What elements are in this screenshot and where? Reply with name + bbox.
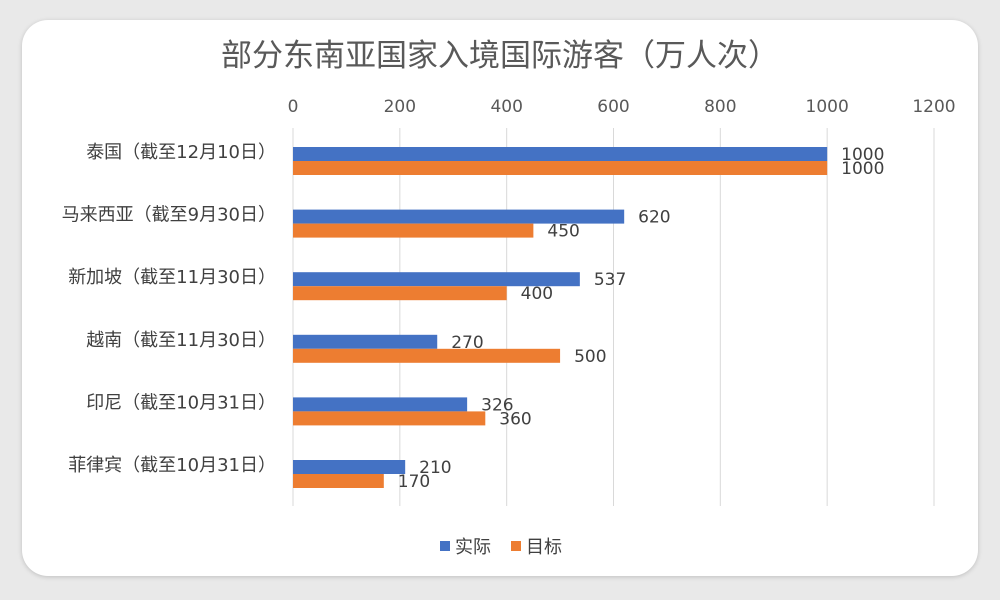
data-label-actual: 270 <box>451 333 483 353</box>
bar-actual <box>293 397 468 412</box>
legend-label-actual: 实际 <box>455 537 491 558</box>
bar-actual <box>293 272 580 287</box>
x-tick-label: 400 <box>490 97 522 117</box>
category-label: 泰国（截至12月10日） <box>86 142 276 163</box>
category-label: 新加坡（截至11月30日） <box>68 267 276 288</box>
data-label-target: 400 <box>521 284 553 304</box>
bar-actual <box>293 334 438 349</box>
data-label-actual: 1000 <box>841 145 884 165</box>
legend-swatch-target <box>511 541 521 551</box>
chart-title: 部分东南亚国家入境国际游客（万人次） <box>221 38 779 74</box>
data-label-target: 360 <box>499 409 531 429</box>
bar-target <box>293 348 561 363</box>
legend-swatch-actual <box>440 541 450 551</box>
data-label-actual: 537 <box>594 270 626 290</box>
x-tick-label: 1000 <box>806 97 849 117</box>
data-label-target: 170 <box>398 472 430 492</box>
bar-target <box>293 474 384 488</box>
bar-actual <box>293 460 406 474</box>
x-axis-ticks: 0 200 400 600 800 1000 1200 <box>288 97 956 117</box>
data-label-actual: 210 <box>419 458 451 478</box>
x-tick-label: 200 <box>384 97 416 117</box>
legend: 实际 目标 <box>440 537 562 558</box>
data-label-target: 1000 <box>841 159 884 179</box>
bars <box>293 147 828 488</box>
category-label: 菲律宾（截至10月31日） <box>68 455 276 476</box>
bar-target <box>293 161 828 175</box>
x-tick-label: 1200 <box>912 97 955 117</box>
bar-target <box>293 286 507 301</box>
category-labels: 泰国（截至12月10日） 马来西亚（截至9月30日） 新加坡（截至11月30日） 越南… <box>62 142 276 476</box>
category-label: 越南（截至11月30日） <box>86 330 276 351</box>
data-label-target: 500 <box>574 347 606 367</box>
bar-target <box>293 223 534 238</box>
x-tick-label: 800 <box>704 97 736 117</box>
data-label-target: 450 <box>547 222 579 242</box>
data-label-actual: 620 <box>638 208 670 228</box>
x-tick-label: 600 <box>597 97 629 117</box>
legend-label-target: 目标 <box>526 537 562 558</box>
data-label-actual: 326 <box>481 395 513 415</box>
category-label: 马来西亚（截至9月30日） <box>62 205 276 226</box>
bar-actual <box>293 147 828 161</box>
bar-actual <box>293 209 625 224</box>
category-label: 印尼（截至10月31日） <box>86 392 276 413</box>
x-tick-label: 0 <box>288 97 299 117</box>
gridlines <box>292 128 935 506</box>
bar-target <box>293 411 486 426</box>
